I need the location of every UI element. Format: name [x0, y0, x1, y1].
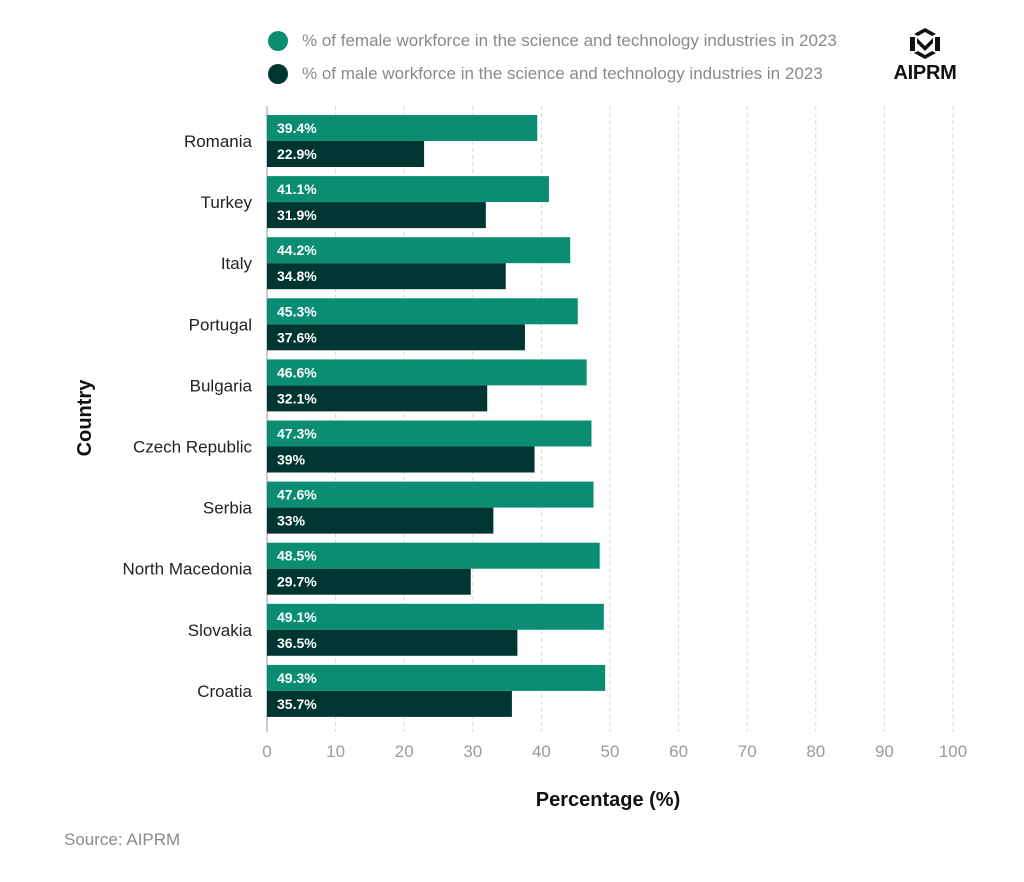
category-label-5: Czech Republic — [133, 438, 253, 457]
data-label-female-4: 46.6% — [277, 364, 317, 380]
bar-female-4 — [267, 359, 587, 386]
bar-male-4 — [267, 385, 488, 412]
data-label-female-3: 45.3% — [277, 303, 317, 319]
category-label-0: Romania — [184, 132, 253, 151]
logo-text: AIPRM — [893, 62, 957, 84]
bar-male-2 — [267, 263, 506, 290]
legend-item-male: % of male workforce in the science and t… — [268, 59, 837, 89]
bar-male-9 — [267, 690, 512, 717]
data-label-female-6: 47.6% — [277, 487, 317, 503]
data-label-male-4: 32.1% — [277, 390, 317, 406]
data-label-female-2: 44.2% — [277, 242, 317, 258]
x-tick-label-100: 100 — [939, 742, 967, 761]
category-label-3: Portugal — [189, 315, 252, 334]
bar-female-2 — [267, 237, 571, 264]
category-label-2: Italy — [221, 254, 253, 273]
data-label-female-0: 39.4% — [277, 120, 317, 136]
x-tick-label-0: 0 — [262, 742, 271, 761]
chart-legend: % of female workforce in the science and… — [268, 26, 837, 92]
legend-label-male: % of male workforce in the science and t… — [302, 64, 823, 83]
bar-female-6 — [267, 481, 594, 508]
x-tick-label-40: 40 — [532, 742, 551, 761]
y-axis-title: Country — [74, 379, 96, 457]
aiprm-logo: AIPRM — [888, 26, 968, 86]
data-label-male-5: 39% — [277, 452, 306, 468]
legend-item-female: % of female workforce in the science and… — [268, 26, 837, 56]
data-label-male-7: 29.7% — [277, 574, 317, 590]
data-label-female-7: 48.5% — [277, 548, 317, 564]
category-label-8: Slovakia — [188, 621, 253, 640]
x-tick-label-20: 20 — [395, 742, 414, 761]
bar-male-1 — [267, 202, 486, 229]
bar-female-0 — [267, 115, 538, 141]
bar-male-3 — [267, 324, 525, 351]
x-tick-label-10: 10 — [326, 742, 345, 761]
aiprm-logo-icon — [910, 28, 940, 59]
data-label-female-8: 49.1% — [277, 609, 317, 625]
bar-male-7 — [267, 568, 471, 595]
x-tick-label-80: 80 — [806, 742, 825, 761]
category-label-7: North Macedonia — [123, 560, 253, 579]
data-label-male-6: 33% — [277, 513, 306, 529]
x-axis-title: Percentage (%) — [536, 789, 681, 811]
legend-swatch-male — [268, 64, 288, 84]
bar-female-7 — [267, 542, 600, 569]
bar-female-1 — [267, 176, 549, 203]
category-label-1: Turkey — [201, 193, 253, 212]
data-label-female-9: 49.3% — [277, 670, 317, 686]
category-label-6: Serbia — [203, 499, 253, 518]
x-tick-label-90: 90 — [875, 742, 894, 761]
bar-female-9 — [267, 664, 606, 691]
x-tick-label-50: 50 — [601, 742, 620, 761]
legend-swatch-female — [268, 31, 288, 51]
bar-female-8 — [267, 603, 604, 630]
data-label-male-8: 36.5% — [277, 635, 317, 651]
data-label-female-5: 47.3% — [277, 426, 317, 442]
data-label-male-3: 37.6% — [277, 329, 317, 345]
bar-female-3 — [267, 298, 578, 325]
x-tick-label-70: 70 — [738, 742, 757, 761]
x-tick-label-60: 60 — [669, 742, 688, 761]
data-label-male-9: 35.7% — [277, 696, 317, 712]
category-label-4: Bulgaria — [190, 376, 253, 395]
legend-label-female: % of female workforce in the science and… — [302, 31, 837, 50]
data-label-female-1: 41.1% — [277, 181, 317, 197]
source-note: Source: AIPRM — [64, 830, 181, 849]
data-label-male-1: 31.9% — [277, 207, 317, 223]
data-label-male-0: 22.9% — [277, 146, 317, 162]
bar-male-6 — [267, 507, 494, 534]
bar-male-8 — [267, 629, 518, 656]
bar-male-5 — [267, 446, 535, 473]
category-label-9: Croatia — [197, 682, 252, 701]
bar-female-5 — [267, 420, 592, 447]
data-label-male-2: 34.8% — [277, 268, 317, 284]
x-tick-label-30: 30 — [463, 742, 482, 761]
bar-male-0 — [267, 141, 425, 167]
